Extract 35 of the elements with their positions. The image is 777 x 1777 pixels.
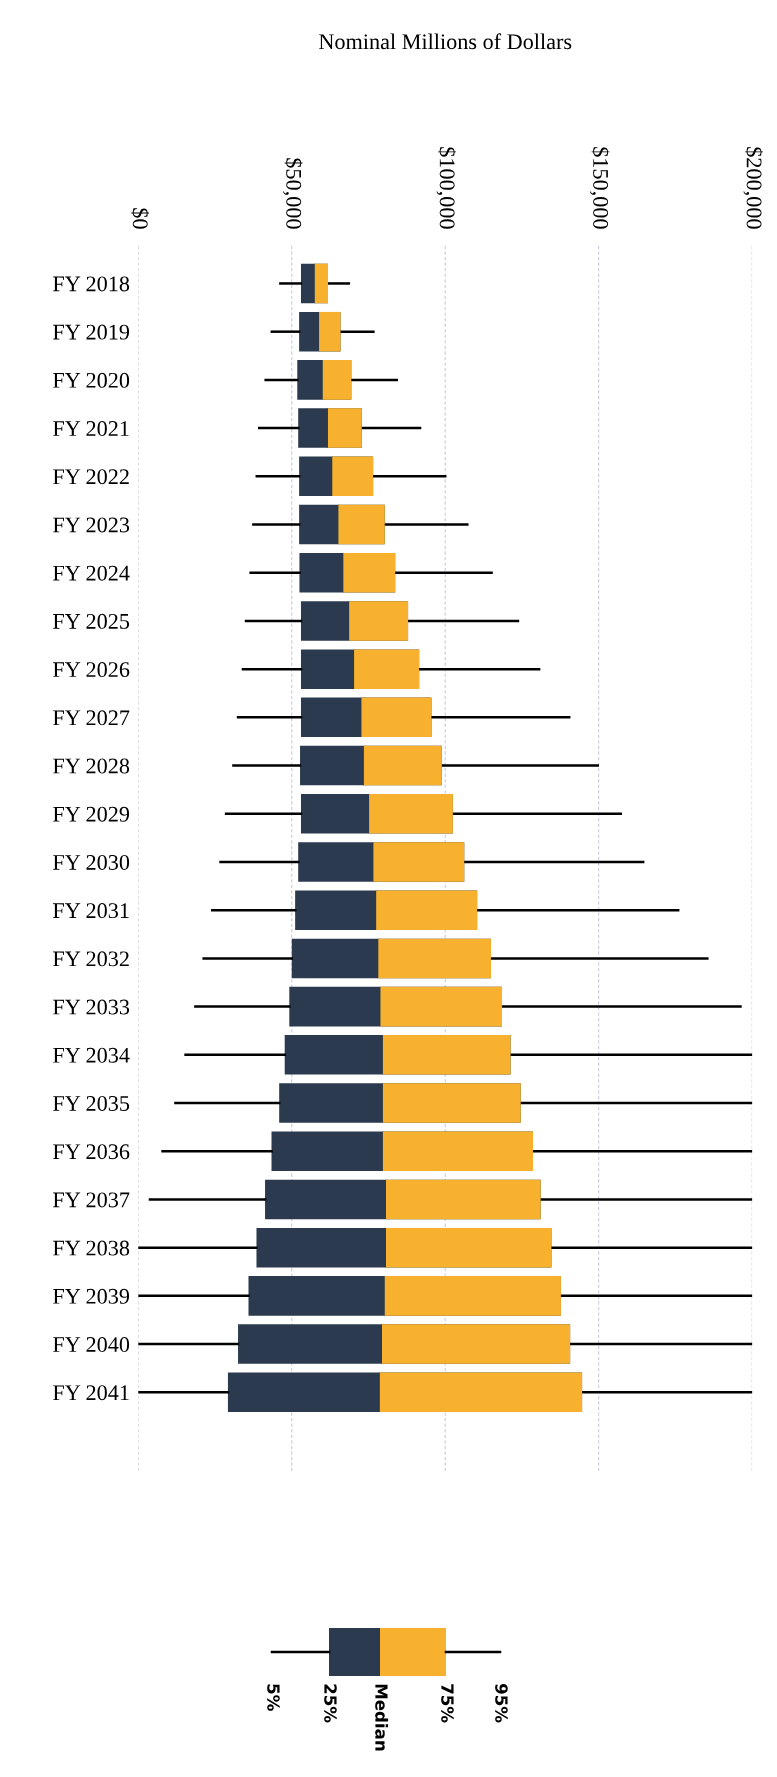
y-tick-label: FY 2035: [53, 1095, 130, 1111]
y-tick-label: FY 2023: [53, 517, 130, 533]
text: 75%: [441, 1684, 454, 1723]
y-tick-label: FY 2027: [53, 710, 130, 726]
y-tick-label: FY 2040: [53, 1337, 130, 1353]
y-tick-label: FY 2037: [53, 1192, 130, 1208]
y-tick-label: FY 2038: [53, 1240, 130, 1256]
y-tick-label: FY 2034: [53, 1047, 130, 1063]
y-tick-label: FY 2019: [53, 324, 130, 340]
y-tick-label: FY 2025: [53, 613, 130, 629]
x-tick-label: $150,000: [589, 147, 610, 229]
text: 25%: [324, 1684, 337, 1723]
y-tick-label: FY 2029: [53, 806, 130, 822]
x-tick-label: $200,000: [743, 147, 763, 229]
x-tick-label: $100,000: [436, 147, 456, 229]
text: 5%: [267, 1684, 280, 1711]
y-tick-label: FY 2024: [53, 565, 130, 581]
x-axis-title: Nominal Millions of Dollars: [319, 33, 572, 50]
text: Median: [375, 1684, 389, 1751]
y-tick-label: FY 2032: [53, 951, 129, 967]
y-tick-label: FY 2021: [53, 421, 129, 437]
y-tick-label: FY 2028: [53, 758, 130, 774]
y-tick-label: FY 2036: [53, 1144, 130, 1160]
x-tick-label: $50,000: [283, 158, 303, 229]
y-tick-label: FY 2026: [53, 662, 130, 678]
y-tick-label: FY 2031: [53, 903, 129, 919]
y-tick-label: FY 2030: [53, 854, 130, 870]
y-tick-label: FY 2041: [53, 1385, 129, 1401]
y-tick-label: FY 2033: [53, 999, 130, 1015]
y-tick-label: FY 2039: [53, 1288, 130, 1304]
y-tick-label: FY 2018: [53, 276, 130, 292]
text: 95%: [495, 1683, 508, 1723]
x-tick-label: $0: [131, 208, 150, 229]
y-tick-label: FY 2020: [53, 372, 130, 388]
y-tick-label: FY 2022: [53, 469, 129, 485]
